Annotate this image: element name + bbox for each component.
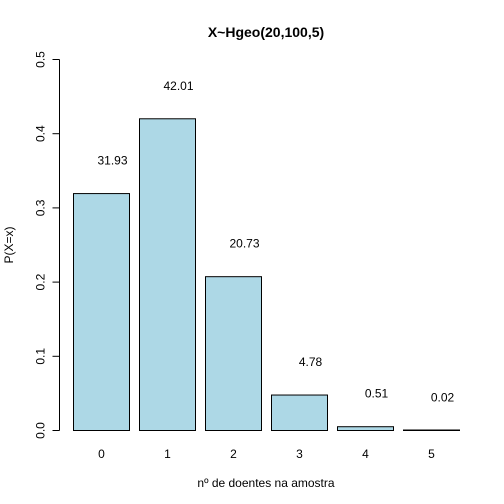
bar-1: [139, 118, 196, 431]
y-tick-label: 0.4: [34, 125, 48, 142]
y-tick-label: 0.3: [34, 199, 48, 216]
bar-5: [403, 429, 460, 431]
data-label-2: 20.73: [229, 237, 259, 251]
y-tick-label: 0.0: [34, 422, 48, 439]
y-tick-label: 0.5: [34, 51, 48, 68]
y-tick-label: 0.1: [34, 348, 48, 365]
x-tick-label-5: 5: [428, 447, 435, 461]
bar-2: [205, 276, 262, 432]
data-label-0: 31.93: [97, 154, 127, 168]
x-tick-label-2: 2: [230, 447, 237, 461]
x-axis-tick-labels: 0 1 2 3 4 5: [98, 447, 435, 461]
bars: 31.93 42.01 20.73 4.78 0.51 0.02: [73, 79, 460, 432]
x-tick-label-4: 4: [362, 447, 369, 461]
chart-title: X~Hgeo(20,100,5): [208, 24, 324, 40]
x-tick-label-0: 0: [98, 447, 105, 461]
data-label-1: 42.01: [163, 79, 193, 93]
data-label-5: 0.02: [431, 390, 455, 404]
x-axis-label: nº de doentes na amostra: [197, 476, 334, 490]
x-tick-label-3: 3: [296, 447, 303, 461]
y-axis-label: P(X=x): [2, 226, 16, 263]
bar-3: [271, 394, 328, 432]
y-axis: 0.0 0.1 0.2 0.3 0.4 0.5: [34, 51, 60, 439]
data-label-4: 0.51: [365, 387, 389, 401]
data-label-3: 4.78: [299, 355, 323, 369]
bar-0: [73, 193, 130, 431]
x-tick-label-1: 1: [164, 447, 171, 461]
bar-4: [337, 426, 394, 431]
y-tick-label: 0.2: [34, 273, 48, 290]
